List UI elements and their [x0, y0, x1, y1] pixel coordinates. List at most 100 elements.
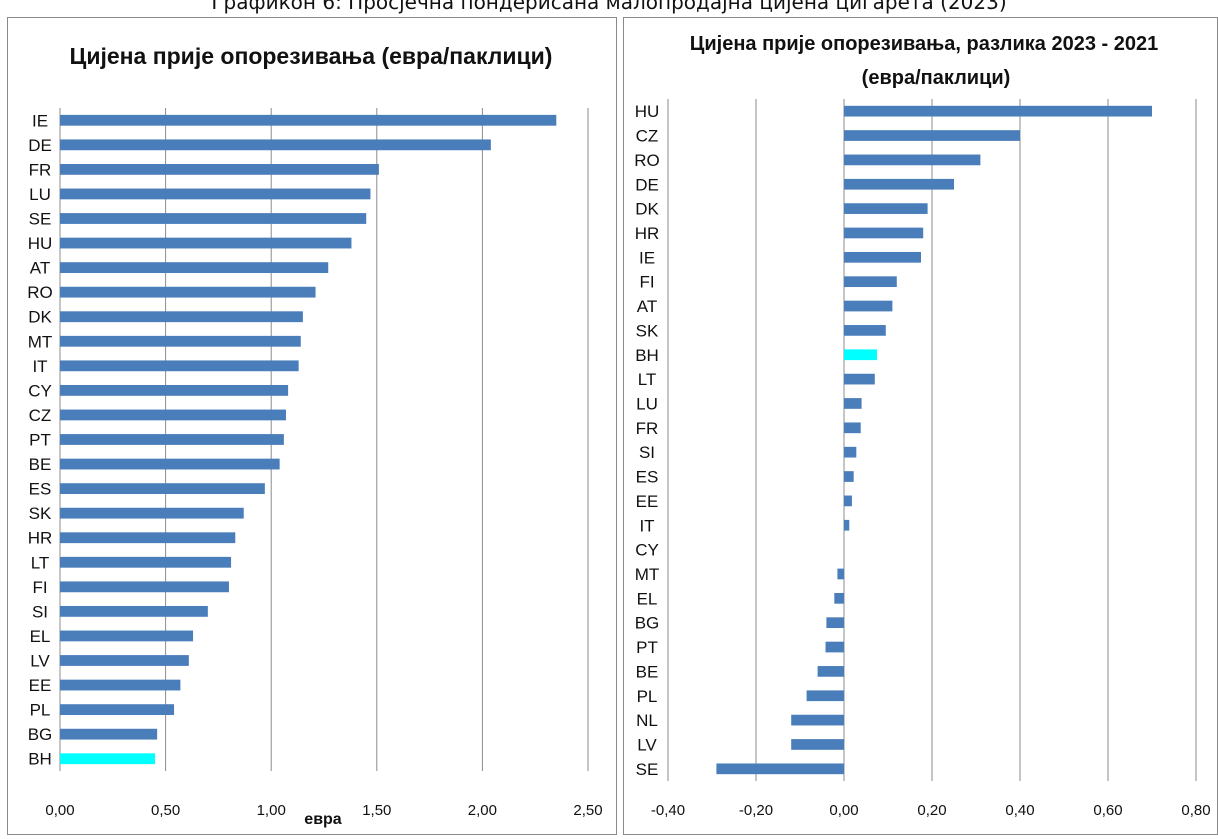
chart-left-category-label: HR — [28, 529, 53, 548]
chart-right-subtitle: (евра/паклици) — [862, 67, 1011, 89]
chart-left-bar-be — [60, 458, 280, 470]
chart-right-bar-bg — [826, 617, 844, 629]
chart-left-xlabel: евра — [304, 811, 342, 828]
chart-right-category-label: FI — [639, 273, 654, 292]
chart-left-bar-pt — [60, 434, 284, 445]
chart-left-bar-se — [60, 213, 367, 224]
chart-left-category-label: PT — [29, 431, 51, 450]
chart-right-bar-el — [834, 592, 844, 604]
chart-right-category-label: ES — [636, 468, 659, 487]
chart-right-category-label: BG — [635, 614, 660, 633]
chart-right-category-label: SE — [636, 760, 659, 779]
chart-left-bar-lv — [60, 655, 189, 666]
chart-right-bar-de — [844, 178, 954, 190]
chart-right-category-label: MT — [635, 565, 660, 584]
chart-left-category-label: CY — [28, 381, 52, 400]
chart-right-bar-pt — [825, 641, 844, 653]
chart-right-category-label: BH — [635, 346, 659, 365]
chart-left-bar-de — [60, 139, 491, 151]
chart-left-bar-ie — [60, 114, 557, 126]
chart-right-category-label: DK — [635, 200, 659, 219]
chart-right-bar-cz — [844, 130, 1020, 141]
chart-left-category-label: IT — [32, 357, 47, 376]
chart-left-category-label: LV — [30, 652, 50, 671]
chart-left-category-label: IE — [32, 111, 48, 130]
chart-right-bar-si — [844, 446, 857, 458]
chart-left-tick-label: 1,00 — [257, 802, 286, 819]
chart-right-bar-dk — [844, 203, 928, 214]
chart-left-bar-hr — [60, 532, 236, 544]
chart-right-bar-at — [844, 300, 893, 312]
chart-left-category-label: DK — [28, 308, 52, 327]
chart-left-bar-at — [60, 262, 329, 274]
chart-right-category-label: LU — [636, 394, 658, 413]
chart-right: Цијена прије опорезивања, разлика 2023 -… — [634, 33, 1210, 819]
chart-left-category-label: FR — [29, 160, 52, 179]
chart-right-category-label: HR — [635, 224, 660, 243]
chart-right-category-label: FR — [636, 419, 659, 438]
chart-right-category-label: LV — [637, 735, 657, 754]
chart-right-category-label: PL — [637, 687, 658, 706]
chart-right-bar-fr — [844, 422, 861, 434]
chart-right-category-label: EE — [636, 492, 659, 511]
chart-right-bar-es — [844, 471, 854, 482]
chart-right-category-label: EL — [637, 589, 658, 608]
chart-right-category-label: DE — [635, 175, 659, 194]
chart-right-category-label: HU — [635, 102, 660, 121]
chart-left-bar-dk — [60, 311, 303, 323]
page-title: Графикон 6: Просјечна пондерисана малопр… — [211, 0, 1007, 14]
chart-left-title: Цијена прије опорезивања (евра/паклици) — [70, 43, 553, 69]
chart-left-category-label: SI — [32, 602, 48, 621]
chart-left: Цијена прије опорезивања (евра/паклици) … — [27, 43, 602, 828]
chart-left-bar-ro — [60, 286, 316, 298]
chart-right-bar-lu — [844, 398, 862, 409]
chart-right-category-label: SK — [636, 321, 659, 340]
chart-left-tick-label: 0,50 — [151, 802, 180, 819]
chart-right-category-label: IE — [639, 248, 655, 267]
chart-left-category-label: EE — [29, 676, 52, 695]
chart-left-bar-fi — [60, 581, 229, 593]
chart-left-bar-si — [60, 605, 208, 617]
chart-right-category-label: CZ — [636, 127, 659, 146]
chart-right-title: Цијена прије опорезивања, разлика 2023 -… — [690, 33, 1159, 55]
chart-right-tick-label: 0,20 — [917, 802, 946, 819]
chart-left-bar-cy — [60, 384, 289, 396]
chart-left-tick-label: 0,00 — [45, 802, 74, 819]
chart-left-bar-el — [60, 630, 194, 642]
chart-right-category-label: IT — [639, 516, 654, 535]
chart-right-bar-mt — [837, 568, 844, 580]
chart-left-bar-bh — [60, 753, 156, 765]
chart-right-bar-sk — [844, 325, 886, 336]
chart-left-category-label: MT — [28, 332, 53, 351]
chart-left-category-label: FI — [32, 578, 47, 597]
chart-right-category-label: PT — [636, 638, 658, 657]
chart-left-bar-mt — [60, 335, 301, 347]
chart-left-category-label: CZ — [29, 406, 52, 425]
chart-right-bar-ee — [844, 495, 852, 507]
chart-right-tick-label: -0,20 — [739, 802, 773, 819]
chart-right-bar-hu — [844, 105, 1152, 117]
chart-right-bar-lv — [791, 739, 844, 750]
chart-left-bar-lu — [60, 188, 371, 200]
chart-right-category-label: LT — [638, 370, 657, 389]
chart-right-tick-label: 0,60 — [1093, 802, 1122, 819]
chart-right-bar-lt — [844, 373, 875, 385]
chart-right-category-label: CY — [635, 541, 659, 560]
chart-left-category-label: BE — [29, 455, 52, 474]
chart-right-bar-be — [817, 666, 844, 677]
chart-left-category-label: BG — [28, 725, 53, 744]
chart-left-category-label: ES — [29, 480, 52, 499]
chart-left-category-label: LT — [31, 553, 50, 572]
chart-left-tick-label: 2,00 — [468, 802, 497, 819]
chart-left-bar-fr — [60, 163, 379, 175]
chart-left-bar-it — [60, 360, 299, 372]
chart-right-category-label: AT — [637, 297, 657, 316]
chart-left-category-label: SE — [29, 210, 52, 229]
chart-right-tick-label: -0,40 — [651, 802, 685, 819]
chart-right-bar-it — [844, 519, 850, 531]
chart-left-category-label: AT — [30, 259, 50, 278]
chart-right-category-label: RO — [634, 151, 660, 170]
chart-left-category-label: PL — [30, 701, 51, 720]
chart-left-category-label: DE — [28, 136, 52, 155]
chart-right-bar-nl — [791, 714, 844, 726]
